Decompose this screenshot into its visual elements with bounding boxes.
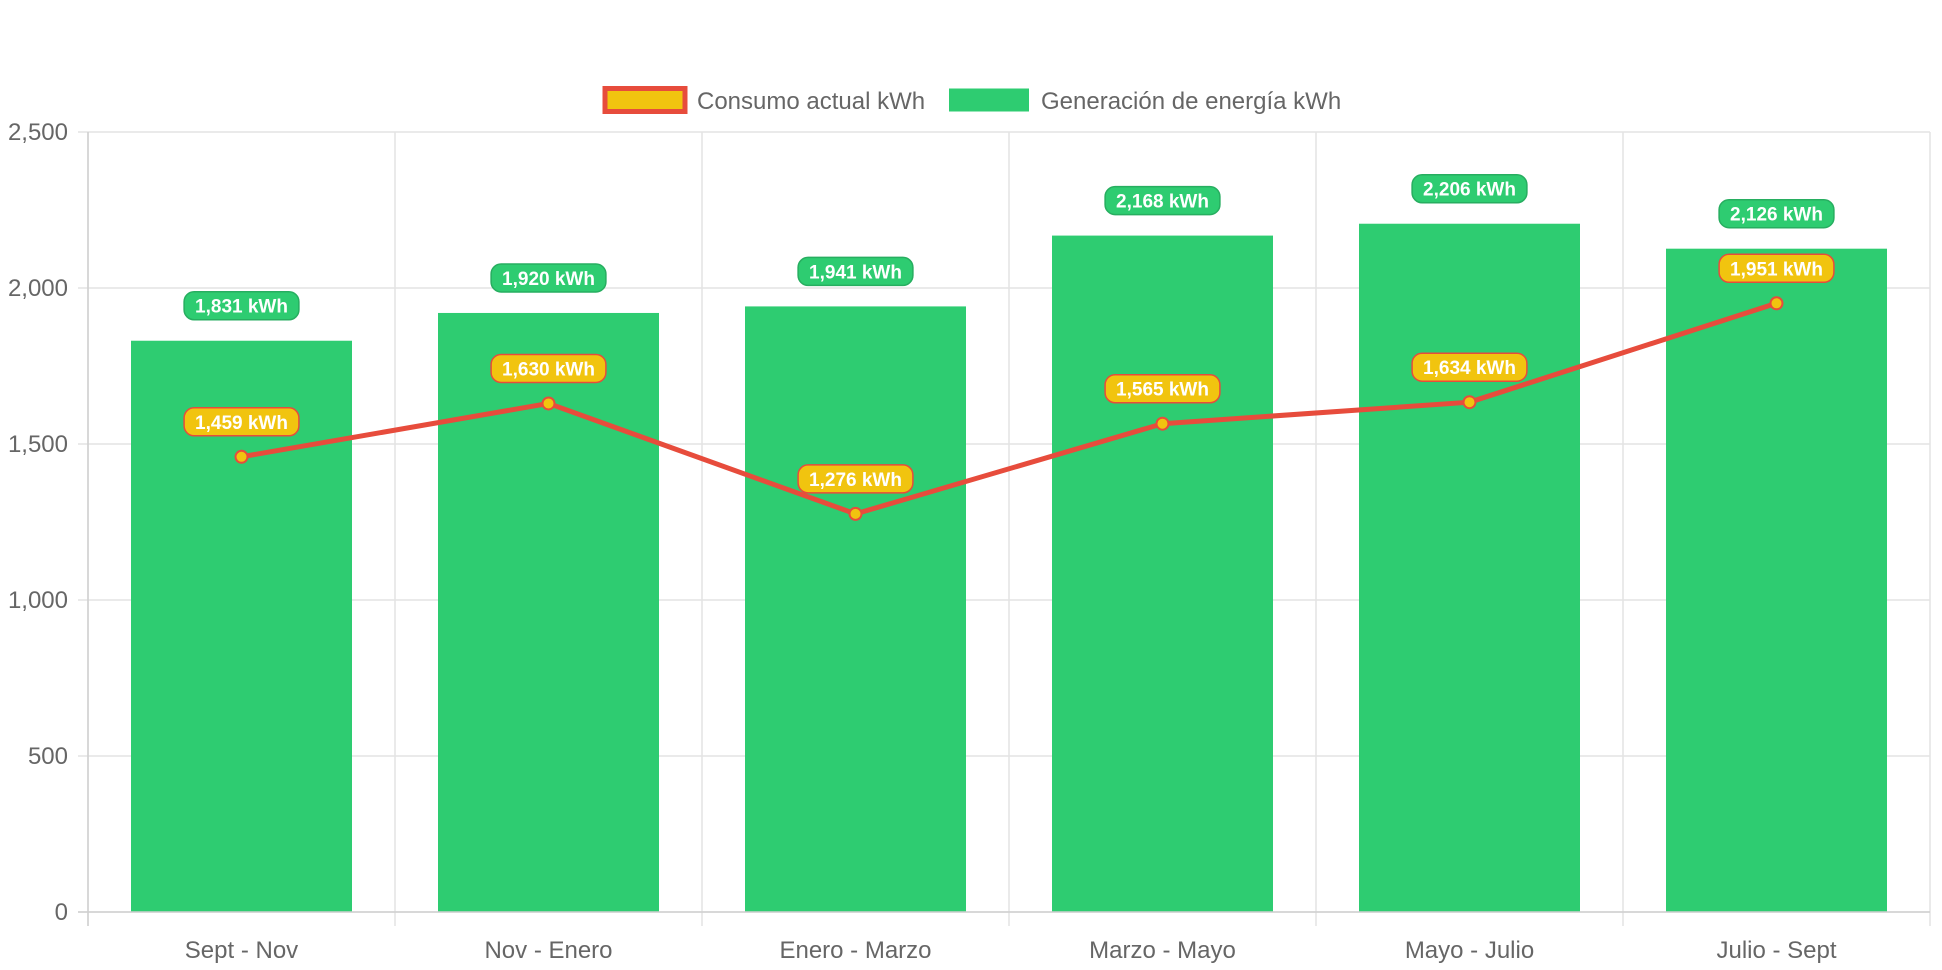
bar-value-label: 1,831 kWh (183, 290, 300, 321)
bar-value-label-box (1411, 173, 1528, 204)
consumption-point-julio-sept[interactable] (1769, 296, 1784, 311)
bar-value-label: 1,920 kWh (490, 263, 607, 293)
consumption-value-label-box (1411, 352, 1528, 382)
grid-layer (78, 131, 1931, 926)
bar-value-label-box (183, 290, 300, 321)
legend-label: Consumo actual kWh (697, 88, 925, 115)
bars-layer (131, 223, 1887, 913)
legend-label: Generación de energía kWh (1041, 88, 1341, 115)
legend-item-generacion-de-energia-kwh[interactable]: Generación de energía kWh (949, 88, 1341, 115)
bar-nov-enero[interactable] (438, 312, 659, 913)
axes-layer: 0 500 1,000 1,500 2,000 2,500 Sept - Nov Nov - … (8, 119, 1930, 964)
consumption-point-mayo-julio[interactable] (1462, 395, 1477, 410)
bar-value-label-text: 2,126 kWh (1730, 205, 1823, 226)
bar-value-label-box (797, 256, 914, 287)
bar-marzo-mayo[interactable] (1052, 235, 1273, 913)
bar-value-label: 1,941 kWh (797, 256, 914, 287)
legend-swatch (602, 86, 688, 114)
bar-value-label-text: 2,206 kWh (1423, 180, 1516, 201)
legend[interactable]: Consumo actual kWh Generación de energía … (602, 86, 1341, 115)
bar-value-label-text: 1,831 kWh (195, 297, 288, 318)
x-tick-label-marzo-mayo: Marzo - Mayo (1089, 937, 1236, 964)
y-tick-label: 1,500 (8, 431, 68, 458)
consumption-value-label-box (1104, 373, 1221, 404)
consumption-value-label: 1,630 kWh (490, 353, 607, 384)
bar-enero-marzo[interactable] (745, 306, 966, 913)
consumption-value-label-text: 1,951 kWh (1730, 259, 1823, 280)
consumption-point-enero-marzo[interactable] (848, 506, 863, 521)
bar-value-label: 2,206 kWh (1411, 173, 1528, 204)
y-tick-label: 500 (28, 743, 68, 770)
consumption-value-label: 1,951 kWh (1718, 253, 1835, 284)
bar-value-label-box (1104, 185, 1221, 216)
x-tick-label-julio-sept: Julio - Sept (1716, 937, 1836, 964)
legend-item-consumo-actual-kwh[interactable]: Consumo actual kWh (602, 86, 925, 115)
consumption-value-label-box (1718, 253, 1835, 284)
consumption-value-label-text: 1,634 kWh (1423, 358, 1516, 379)
consumption-value-label: 1,459 kWh (183, 407, 300, 437)
bar-value-label-box (1718, 198, 1835, 229)
bar-value-label: 2,168 kWh (1104, 185, 1221, 216)
y-tick-label: 0 (55, 899, 68, 926)
legend-swatch (949, 88, 1029, 112)
x-tick-label-sept-nov: Sept - Nov (185, 937, 298, 964)
consumption-point-marzo-mayo[interactable] (1155, 416, 1170, 431)
bar-value-label-box (490, 263, 607, 293)
y-tick-label: 2,000 (8, 275, 68, 302)
bar-julio-sept[interactable] (1666, 248, 1887, 913)
bar-value-label-text: 2,168 kWh (1116, 192, 1209, 213)
consumption-line (239, 300, 1779, 517)
labels-layer: 1,831 kWh 1,920 kWh 1,941 kWh 2,168 kWh 2,20… (183, 173, 1835, 494)
line-layer (234, 296, 1784, 521)
consumption-point-nov-enero[interactable] (541, 396, 556, 411)
consumption-value-label-text: 1,276 kWh (809, 470, 902, 491)
consumption-value-label-text: 1,630 kWh (502, 359, 595, 380)
x-tick-label-mayo-julio: Mayo - Julio (1405, 937, 1534, 964)
consumption-value-label-box (490, 353, 607, 384)
bar-value-label: 2,126 kWh (1718, 198, 1835, 229)
bar-value-label-text: 1,920 kWh (502, 269, 595, 290)
bar-value-label-text: 1,941 kWh (809, 262, 902, 283)
consumption-value-label-box (797, 464, 914, 494)
y-tick-label: 1,000 (8, 587, 68, 614)
x-tick-label-enero-marzo: Enero - Marzo (779, 937, 931, 964)
consumption-value-label: 1,565 kWh (1104, 373, 1221, 404)
consumption-value-label-text: 1,565 kWh (1116, 380, 1209, 401)
consumption-point-sept-nov[interactable] (234, 449, 249, 464)
consumption-value-label: 1,276 kWh (797, 464, 914, 494)
y-tick-label: 2,500 (8, 119, 68, 146)
consumption-value-label: 1,634 kWh (1411, 352, 1528, 382)
bar-mayo-julio[interactable] (1359, 223, 1580, 912)
consumption-value-label-box (183, 407, 300, 437)
x-tick-label-nov-enero: Nov - Enero (484, 937, 612, 964)
consumption-value-label-text: 1,459 kWh (195, 413, 288, 434)
